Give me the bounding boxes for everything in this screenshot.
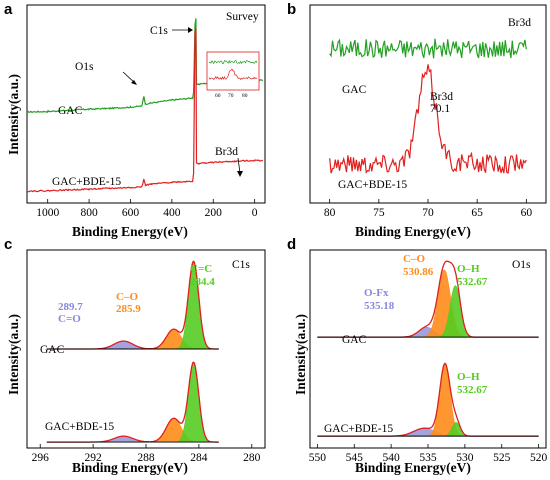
fit-group-d [317,260,539,437]
br3d-arrow [237,157,243,177]
peak-value-label: 284.4 [190,276,215,288]
x-tick-label: 0 [252,207,258,219]
peak-name-label: O–H [457,263,480,275]
peak-value-label: 532.67 [457,384,488,396]
peak-name-label: C–O [116,291,138,303]
c1s-panel: 296 292 288 284 280 C1s GAC GAC+BDE-15 C=O28… [26,249,266,475]
x-tick-label: 550 [309,452,327,464]
o1s-panel: 550 545 540 535 530 525 520 O1s GAC GAC+BDE-15… [309,249,548,475]
gac-bde-label-d: GAC+BDE-15 [324,423,393,435]
x-tick-label: 535 [419,452,437,464]
x-axis-title-b: Binding Energy(eV) [355,224,471,239]
br3d-peak-value: 70.1 [430,103,450,115]
o1s-label: O1s [75,61,94,73]
gac-bde-label-a: GAC+BDE-15 [52,176,121,188]
gac-bde-label-b: GAC+BDE-15 [338,179,407,191]
x-tick-label: 545 [346,452,364,464]
survey-panel: 1000 800 600 400 200 0 60 70 80 Survey O1s C1… [26,4,266,239]
series-line-gac-bde [27,28,264,193]
peak-name-label: C=C [190,263,212,275]
gac-bde-label-c: GAC+BDE-15 [45,421,114,433]
x-ticks-c: 296 292 288 284 280 [32,444,261,464]
plot-frame-b [309,4,547,204]
panel-letter-d: d [287,236,296,253]
x-tick-label: 1000 [36,207,59,219]
inset-tick-label: 60 [215,93,221,99]
x-tick-label: 600 [122,207,140,219]
y-axis-title-a: Intensity(a.u.) [6,74,21,155]
x-axis-title-a: Binding Energy(eV) [72,224,188,239]
peak-name-label: O–H [457,371,480,383]
br3d-inset [208,59,258,81]
peak-name-label: O-Fx [364,287,389,299]
x-tick-label: 80 [324,207,336,219]
series-line-gac [329,38,527,59]
plot-frame-d [309,249,547,449]
panel-letter-a: a [4,1,13,18]
series-group-b [329,38,527,174]
x-tick-label: 525 [493,452,511,464]
fit-component [317,269,539,338]
survey-title: Survey [226,11,259,23]
inset-tick-label: 80 [242,93,248,99]
x-tick-label: 800 [80,207,98,219]
o1s-title: O1s [512,259,531,271]
x-tick-label: 60 [521,207,533,219]
x-tick-label: 200 [205,207,223,219]
c1s-label: C1s [150,25,168,37]
c1s-title: C1s [232,259,250,271]
x-tick-label: 292 [84,452,102,464]
peak-value-label: 530.86 [403,266,434,278]
y-axis-title-d: Intensity(a.u.) [293,314,308,395]
br3d-peak-label: Br3d [430,91,453,103]
fit-group-c [46,260,219,443]
x-tick-label: 530 [456,452,474,464]
panel-letter-c: c [4,236,12,253]
gac-label-b: GAC [342,84,367,96]
c1s-arrow [172,27,193,33]
x-axis-title-c: Binding Energy(eV) [72,460,188,475]
gac-label-c: GAC [40,344,65,356]
x-tick-label: 65 [471,207,483,219]
peak-value-label: 532.67 [457,276,488,288]
x-ticks-d: 550 545 540 535 530 525 520 [309,444,548,464]
peak-name-label: C–O [403,253,425,265]
x-tick-label: 540 [383,452,401,464]
x-tick-label: 400 [163,207,181,219]
br3d-title: Br3d [508,17,531,29]
y-axis-title-c: Intensity(a.u.) [6,314,21,395]
inset-trace [208,59,258,65]
panel-letter-b: b [287,1,296,18]
peak-value-label: 289.7 [58,301,83,313]
inset-tick-label: 70 [228,93,234,99]
x-tick-label: 296 [32,452,50,464]
x-ticks-b: 80 75 70 65 60 [324,199,532,219]
x-tick-label: 284 [190,452,208,464]
x-tick-label: 520 [530,452,548,464]
plot-frame-a [26,4,266,204]
br3d-label-survey: Br3d [215,146,238,158]
peak-value-label: 535.18 [364,300,395,312]
x-ticks-a: 1000 800 600 400 200 0 [36,199,258,219]
x-tick-label: 75 [373,207,385,219]
x-axis-title-d: Binding Energy(eV) [355,460,471,475]
series-line-gac-bde [329,64,527,174]
gac-label-a: GAC [58,105,83,117]
br3d-panel: 80 75 70 65 60 Br3d GAC GAC+BDE-15 Br3d 70.1… [309,4,547,239]
peak-name-label: C=O [58,313,81,325]
x-tick-label: 288 [137,452,155,464]
inset-trace [208,68,258,81]
x-tick-label: 280 [243,452,261,464]
o1s-arrow [122,71,137,85]
gac-label-d: GAC [342,334,367,346]
x-tick-label: 70 [422,207,434,219]
peak-value-label: 285.9 [116,303,141,315]
